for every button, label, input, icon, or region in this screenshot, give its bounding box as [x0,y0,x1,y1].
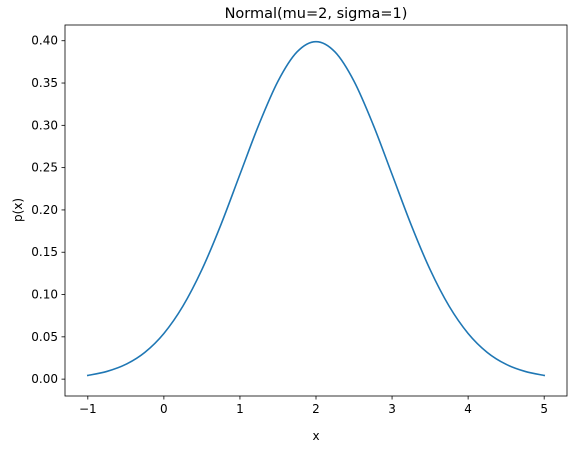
x-tick-label: −1 [79,402,97,416]
x-tick-label: 0 [160,402,168,416]
x-tick-label: 1 [236,402,244,416]
y-tick-label: 0.20 [31,203,58,217]
y-tick-label: 0.15 [31,245,58,259]
y-axis-ticks: 0.00 0.05 0.10 0.15 0.20 0.25 0.30 0.35 0.40 [31,34,65,386]
x-tick-label: 3 [388,402,396,416]
y-tick-label: 0.10 [31,288,58,302]
y-tick-label: 0.00 [31,372,58,386]
y-tick-label: 0.25 [31,161,58,175]
y-tick-label: 0.05 [31,330,58,344]
chart-title: Normal(mu=2, sigma=1) [225,6,408,22]
x-tick-label: 5 [540,402,548,416]
y-axis-label: p(x) [11,198,25,222]
y-tick-label: 0.35 [31,76,58,90]
plot-area [65,25,567,396]
y-tick-label: 0.40 [31,34,58,48]
x-axis-label: x [312,429,319,443]
series-line [86,40,546,377]
plot-frame [64,24,568,397]
x-tick-label: 4 [464,402,472,416]
x-tick-label: 2 [312,402,320,416]
y-tick-label: 0.30 [31,118,58,132]
series-layer [86,40,546,377]
x-axis-ticks: −1 0 1 2 3 4 5 [79,396,548,416]
